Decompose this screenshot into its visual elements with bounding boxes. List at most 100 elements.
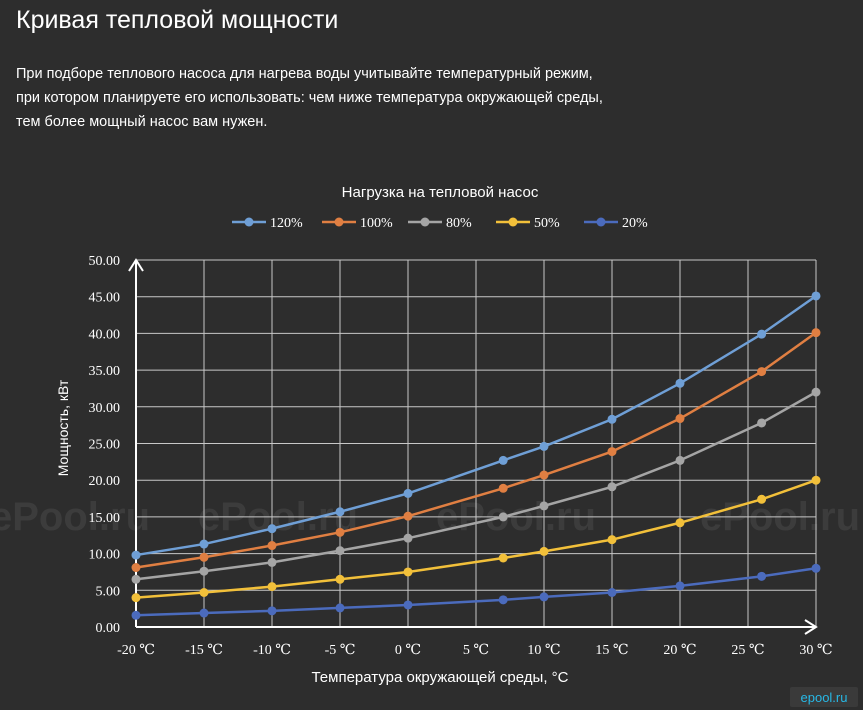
chart-series <box>131 291 821 620</box>
data-point <box>403 488 413 498</box>
data-point <box>607 535 617 545</box>
data-point <box>335 603 345 613</box>
series-120-pct <box>131 291 821 560</box>
y-axis-ticks: 0.00 5.00 10.00 15.00 20.00 25.00 30.00 35.00 40… <box>89 254 121 636</box>
data-point <box>757 367 767 377</box>
data-point <box>539 546 549 556</box>
y-tick-label: 40.00 <box>89 327 121 342</box>
legend-label: 120% <box>270 216 303 231</box>
series-100-pct <box>131 328 821 573</box>
x-axis-label: Температура окружающей среды, °C <box>311 669 568 686</box>
x-tick-label: 0 ℃ <box>395 643 421 658</box>
intro-line: При подборе теплового насоса для нагрева… <box>16 66 593 82</box>
y-tick-label: 45.00 <box>89 291 121 306</box>
x-tick-label: -10 ℃ <box>253 643 291 658</box>
y-tick-label: 30.00 <box>89 401 121 416</box>
data-point <box>403 567 413 577</box>
intro-text: При подборе теплового насоса для нагрева… <box>16 62 716 134</box>
data-point <box>539 441 549 451</box>
legend-label: 20% <box>622 216 648 231</box>
y-tick-label: 15.00 <box>89 511 121 526</box>
data-point <box>131 550 141 560</box>
data-point <box>131 593 141 603</box>
legend-swatch-marker <box>596 217 606 227</box>
data-point <box>675 378 685 388</box>
series-20-pct <box>131 563 821 620</box>
legend-label: 100% <box>360 216 393 231</box>
legend-item: 100% <box>322 216 393 231</box>
y-tick-label: 10.00 <box>89 548 121 563</box>
data-point <box>498 483 508 493</box>
data-point <box>335 507 345 517</box>
y-axis-arrow <box>128 258 144 272</box>
legend-swatch-marker <box>508 217 518 227</box>
data-point <box>403 600 413 610</box>
data-point <box>199 552 209 562</box>
x-tick-label: 15 ℃ <box>595 643 628 658</box>
data-point <box>607 588 617 598</box>
page-title: Кривая тепловой мощности <box>16 6 339 34</box>
x-tick-label: 5 ℃ <box>463 643 489 658</box>
data-point <box>607 447 617 457</box>
data-point <box>131 563 141 573</box>
data-point <box>199 588 209 598</box>
data-point <box>675 414 685 424</box>
x-tick-label: -20 ℃ <box>117 643 155 658</box>
x-tick-label: 25 ℃ <box>731 643 764 658</box>
y-tick-label: 20.00 <box>89 474 121 489</box>
data-point <box>607 482 617 492</box>
data-point <box>335 574 345 584</box>
legend-item: 50% <box>496 216 560 231</box>
data-point <box>539 592 549 602</box>
x-tick-label: -15 ℃ <box>185 643 223 658</box>
legend-item: 120% <box>232 216 303 231</box>
data-point <box>199 608 209 618</box>
chart-title: Нагрузка на тепловой насос <box>342 184 539 201</box>
legend-label: 50% <box>534 216 560 231</box>
x-tick-label: -5 ℃ <box>325 643 356 658</box>
x-axis-ticks: -20 ℃ -15 ℃ -10 ℃ -5 ℃ 0 ℃ 5 ℃ 10 ℃ 15 ℃ 20 ℃ 25 … <box>117 643 833 658</box>
data-point <box>675 455 685 465</box>
badge-text: epool.ru <box>801 690 848 705</box>
legend-swatch-marker <box>244 217 254 227</box>
legend-swatch-marker <box>334 217 344 227</box>
data-point <box>811 328 821 338</box>
intro-line: тем более мощный насос вам нужен. <box>16 114 268 130</box>
y-tick-label: 50.00 <box>89 254 121 269</box>
data-point <box>267 524 277 534</box>
watermark: ePool.ru <box>0 495 150 539</box>
data-point <box>267 606 277 616</box>
data-point <box>498 455 508 465</box>
chart-axes <box>128 258 818 635</box>
y-tick-label: 35.00 <box>89 364 121 379</box>
data-point <box>757 418 767 428</box>
data-point <box>607 414 617 424</box>
x-axis-arrow <box>804 619 818 635</box>
data-point <box>539 501 549 511</box>
legend-item: 20% <box>584 216 648 231</box>
data-point <box>498 512 508 522</box>
legend-swatch-marker <box>420 217 430 227</box>
x-tick-label: 10 ℃ <box>527 643 560 658</box>
data-point <box>335 546 345 556</box>
y-axis-label: Мощность, кВт <box>55 379 71 476</box>
data-point <box>811 475 821 485</box>
data-point <box>403 511 413 521</box>
series-80-pct <box>131 387 821 584</box>
x-tick-label: 20 ℃ <box>663 643 696 658</box>
badge-background <box>790 687 858 707</box>
data-point <box>757 494 767 504</box>
intro-line: при котором планируете его использовать:… <box>16 90 603 106</box>
legend-label: 80% <box>446 216 472 231</box>
data-point <box>335 527 345 537</box>
y-tick-label: 5.00 <box>96 584 121 599</box>
legend-item: 80% <box>408 216 472 231</box>
data-point <box>131 610 141 620</box>
epool-badge: epool.ru <box>790 687 858 707</box>
data-point <box>757 571 767 581</box>
data-point <box>539 470 549 480</box>
data-point <box>811 387 821 397</box>
chart-legend: 120% 100% 80% 50% 20% <box>232 216 648 231</box>
data-point <box>267 541 277 551</box>
